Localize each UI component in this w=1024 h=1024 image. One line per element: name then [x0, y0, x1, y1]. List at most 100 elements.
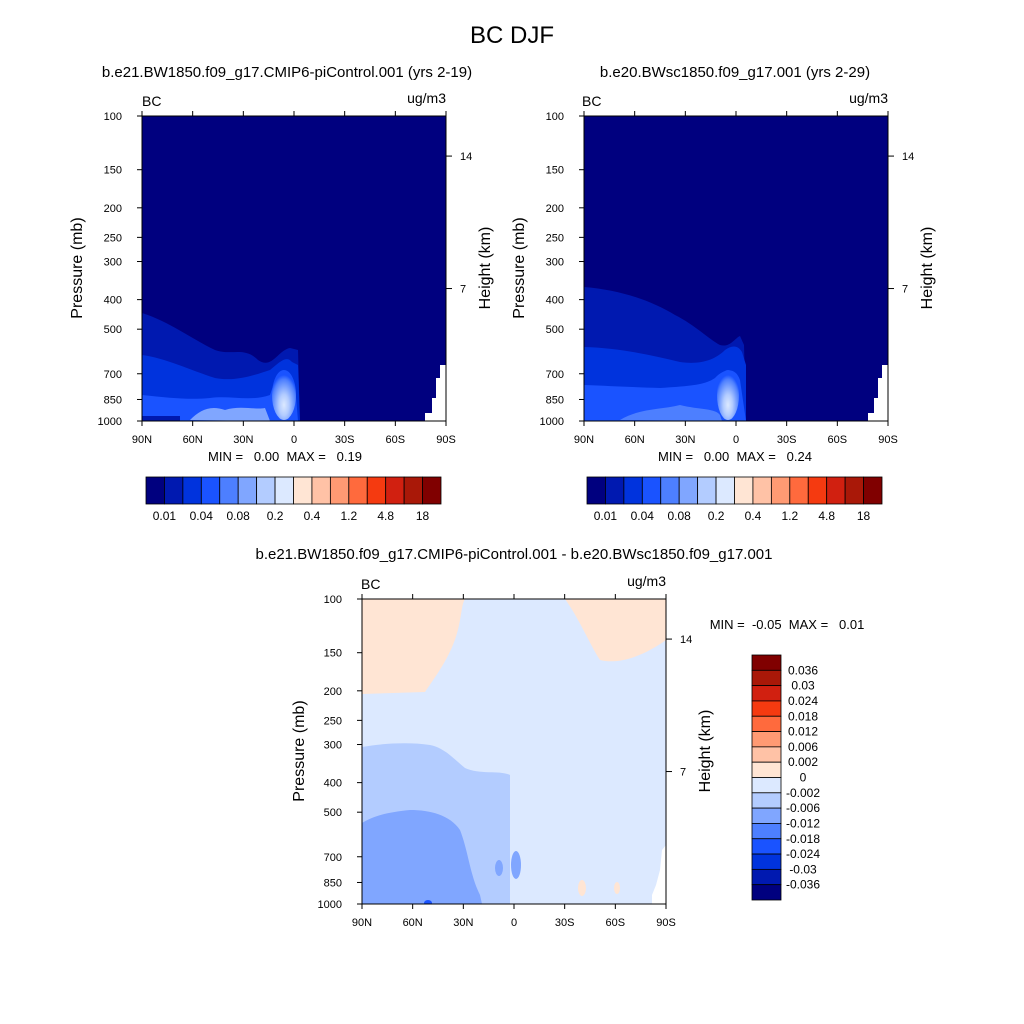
panel-1-ytick-label: 250 [104, 232, 122, 244]
panel-3-positive-region-south [565, 599, 666, 662]
panel-3-ytick-label: 700 [324, 852, 342, 864]
panel-2-colorbar-swatch [623, 476, 643, 505]
panel-3-ytick-label: 1000 [318, 899, 342, 911]
panel-2-units: ug/m3 [849, 90, 888, 106]
panel-1-xtick-label: 90N [132, 434, 152, 446]
panel-3-colorbar-swatch [751, 853, 782, 870]
panel-1-colorbar-label: 1.2 [340, 509, 357, 523]
panel-1-ylabel-right: Height (km) [477, 227, 494, 310]
panel-1-colorbar-label: 0.01 [153, 509, 177, 523]
panel-1-ytick-label: 200 [104, 203, 122, 215]
panel-3-colorbar-swatch [751, 807, 782, 824]
panel-3-colorbar-swatch [751, 838, 782, 855]
panel-1-colorbar-label: 0.2 [267, 509, 284, 523]
panel-2-axes: 90N 60N 30N 0 30S 60S 90S 100 150 200 250 300 400 500… [540, 111, 914, 446]
panel-3-colorbar-swatch [751, 654, 782, 671]
panel-2-xtick-label: 90N [574, 434, 594, 446]
panel-2-ytick-label: 850 [546, 394, 564, 406]
panel-3-colorbar-label: 0.002 [788, 755, 818, 769]
panel-1-peak-maximum [272, 370, 296, 420]
panel-2-ylabel-right: Height (km) [919, 227, 936, 310]
panel-2-xtick-label: 60S [828, 434, 848, 446]
panel-3-ytick-label: 300 [324, 740, 342, 752]
panel-3-ylabel-right: Height (km) [697, 710, 714, 793]
panel-1-title: b.e21.BW1850.f09_g17.CMIP6-piControl.001… [102, 64, 472, 81]
panel-2-ylabel: Pressure (mb) [511, 217, 528, 318]
page-title: BC DJF [470, 22, 554, 49]
panel-2-colorbar-swatch [678, 476, 699, 505]
panel-3-variable: BC [361, 576, 380, 592]
panel-2-xtick-label: 0 [733, 434, 739, 446]
panel-1-colorbar-label: 0.04 [190, 509, 214, 523]
panel-1-xtick-label: 60S [386, 434, 406, 446]
panel-1-ytick-label: 500 [104, 324, 122, 336]
panel-2-colorbar-label: 0.2 [708, 509, 725, 523]
panel-2-contour-level-4 [584, 370, 746, 421]
panel-2-colorbar-swatch [789, 476, 809, 505]
panel-1-colorbar-label: 18 [416, 509, 430, 523]
panel-2-colorbar-label: 0.4 [745, 509, 762, 523]
panel-3-ytick-label: 850 [324, 877, 342, 889]
panel-2-ytick-label: 100 [546, 111, 564, 123]
panel-3-axes: 90N 60N 30N 0 30S 60S 90S 100 150 200 250 300 400 500… [318, 594, 692, 929]
panel-3-colorbar-swatch [751, 823, 782, 840]
panel-3-xtick-label: 0 [511, 917, 517, 929]
panel-2-colorbar-swatch [770, 476, 791, 505]
panel-1-missing-data [380, 365, 446, 421]
panel-2-colorbar-swatch [586, 476, 606, 505]
panel-2-surface-layer [620, 405, 722, 421]
panel-2-ytick-label: 700 [546, 369, 564, 381]
panel-3-colorbar-swatch [751, 669, 782, 687]
panel-3-negative-region-2 [362, 810, 482, 904]
panel-3-xtick-label: 90S [656, 917, 676, 929]
panel-3-colorbar-label: -0.036 [786, 878, 820, 892]
panel-3-strong-negative-spot [424, 900, 432, 904]
panel-2-ytick-label: 150 [546, 165, 564, 177]
panel-2-colorbar-swatch [807, 476, 828, 505]
panel-3-ytick-label: 500 [324, 807, 342, 819]
panel-2-ytick-label: 300 [546, 257, 564, 269]
panel-2-ytick-label: 250 [546, 232, 564, 244]
panel-3-colorbar-label: 0.018 [788, 709, 818, 723]
panel-3-negative-patch-2 [495, 860, 503, 876]
panel-3: b.e21.BW1850.f09_g17.CMIP6-piControl.001… [255, 546, 864, 929]
panel-1-ytick-label: 100 [104, 111, 122, 123]
panel-2-colorbar-swatch [752, 476, 772, 505]
panel-1-right-tick-label: 14 [460, 151, 472, 163]
panel-3-colorbar-label: -0.006 [786, 801, 820, 815]
panel-3-ytick-label: 150 [324, 648, 342, 660]
panel-3-colorbar-label: 0.03 [791, 679, 815, 693]
panel-1-ytick-label: 300 [104, 257, 122, 269]
panel-2-colorbar: 0.01 0.04 0.08 0.2 0.4 1.2 4.8 18 [586, 476, 883, 523]
panel-3-colorbar-swatch [751, 777, 782, 794]
panel-3-negative-patch-equator [511, 851, 521, 879]
panel-2-colorbar-label: 4.8 [818, 509, 835, 523]
panel-2-colorbar-swatch [863, 476, 883, 505]
panel-3-positive-region-north [362, 599, 465, 694]
panel-1-axes: 90N 60N 30N 0 30S 60S 90S 100 150 200 250 300 400 500… [98, 111, 472, 446]
panel-2-stats: MIN = 0.00 MAX = 0.24 [658, 449, 812, 464]
panel-1-xtick-label: 60N [183, 434, 203, 446]
panel-2-missing-data [820, 365, 888, 421]
panel-3-colorbar-label: -0.012 [786, 816, 820, 830]
panel-1-ytick-label: 700 [104, 369, 122, 381]
panel-3-ytick-label: 100 [324, 594, 342, 606]
panel-2-ytick-label: 500 [546, 324, 564, 336]
panel-1-ytick-label: 1000 [98, 416, 122, 428]
panel-1-colorbar-swatch [329, 476, 350, 505]
panel-2-colorbar-swatch [826, 476, 846, 505]
panel-3-colorbar-swatch [751, 685, 782, 702]
panel-1-colorbar-swatch [256, 476, 276, 505]
panel-2-colorbar-label: 0.04 [631, 509, 655, 523]
panel-3-colorbar-swatch [751, 731, 782, 748]
panel-2-colorbar-label: 1.2 [781, 509, 798, 523]
panel-3-stats: MIN = -0.05 MAX = 0.01 [710, 617, 865, 632]
panel-2-xtick-label: 90S [878, 434, 898, 446]
panel-1-colorbar-swatch [145, 476, 165, 505]
panel-2-ytick-label: 1000 [540, 416, 564, 428]
panel-3-xtick-label: 30N [453, 917, 473, 929]
panel-3-plot [362, 599, 666, 904]
panel-1-ytick-label: 400 [104, 295, 122, 307]
panel-3-colorbar-label: 0.024 [788, 694, 818, 708]
